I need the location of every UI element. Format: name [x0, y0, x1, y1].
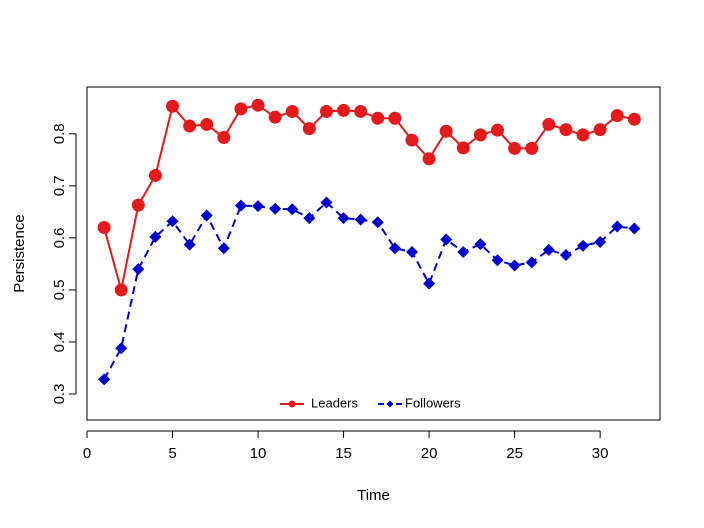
series-followers-point [303, 212, 316, 225]
x-tick-label: 20 [421, 445, 438, 462]
series-followers-point [115, 342, 128, 355]
series-leaders-point [491, 123, 505, 137]
series-leaders [97, 98, 641, 297]
series-followers-point [388, 242, 401, 255]
series-leaders-point [131, 198, 145, 212]
series-followers-point [491, 254, 504, 267]
series-followers-line [103, 201, 635, 380]
series-leaders-point [456, 141, 470, 155]
series-leaders-point [302, 122, 316, 136]
series-followers-point [200, 209, 213, 222]
x-tick-label: 25 [506, 445, 523, 462]
series-followers-point [508, 259, 521, 272]
plot-frame [86, 86, 661, 421]
series-leaders-point [525, 141, 539, 155]
x-axis-label: Time [357, 487, 390, 504]
series-followers-point [542, 243, 555, 256]
series-followers-point [217, 242, 230, 255]
y-tick-label: 0.6 [51, 227, 68, 248]
x-tick-label: 30 [592, 445, 609, 462]
series-leaders-point [354, 104, 368, 118]
y-tick-label: 0.3 [51, 384, 68, 405]
series-followers-point [405, 245, 418, 258]
y-tick-label: 0.4 [51, 332, 68, 353]
series-leaders-line [103, 104, 635, 291]
legend-leaders-marker [288, 400, 296, 408]
series-leaders-point [268, 110, 282, 124]
series-leaders-point [388, 111, 402, 125]
series-leaders-point [542, 117, 556, 131]
legend-item-followers: Followers [378, 395, 461, 410]
series-followers-point [183, 238, 196, 251]
series-leaders-point [319, 104, 333, 118]
series-leaders-point [217, 130, 231, 144]
series-leaders-point [166, 99, 180, 113]
series-followers-point [559, 249, 572, 262]
series-leaders-point [183, 119, 197, 133]
legend-followers-label: Followers [405, 395, 461, 410]
series-followers-point [320, 196, 333, 209]
series-leaders-point [576, 128, 590, 142]
y-axis: 0.3 0.4 0.5 0.6 0.7 0.8 [51, 123, 77, 405]
legend: Leaders Followers [280, 395, 461, 410]
series-leaders-point [97, 220, 111, 234]
y-tick-label: 0.7 [51, 175, 68, 196]
series-leaders-point [610, 109, 624, 123]
series-leaders-point [337, 103, 351, 117]
legend-item-leaders: Leaders [280, 395, 358, 410]
series-leaders-point [285, 104, 299, 118]
y-axis-label: Persistence [11, 214, 28, 292]
series-leaders-point [148, 168, 162, 182]
series-followers-point [440, 233, 453, 246]
series-leaders-point [559, 123, 573, 137]
series-leaders-point [114, 283, 128, 297]
series-followers-point [234, 199, 247, 212]
series-leaders-point [627, 112, 641, 126]
series-followers-point [132, 263, 145, 276]
series-leaders-point [200, 117, 214, 131]
x-tick-label: 10 [250, 445, 267, 462]
series-followers-point [286, 203, 299, 216]
series-followers [98, 196, 641, 386]
series-followers-point [525, 256, 538, 269]
series-followers-point [457, 245, 470, 258]
series-followers-point [149, 230, 162, 243]
series-followers-point [577, 239, 590, 252]
x-tick-label: 5 [168, 445, 176, 462]
series-followers-point [269, 202, 282, 215]
series-followers-point [423, 277, 436, 290]
series-followers-point [611, 220, 624, 233]
series-followers-point [166, 215, 179, 228]
x-axis: 0 5 10 15 20 25 30 [83, 430, 609, 462]
series-layer [97, 98, 641, 386]
series-leaders-point [439, 124, 453, 138]
legend-followers-marker [386, 400, 394, 408]
series-leaders-point [405, 133, 419, 147]
series-followers-point [252, 200, 265, 213]
series-leaders-point [371, 111, 385, 125]
series-followers-point [371, 216, 384, 229]
series-followers-point [337, 212, 350, 225]
x-tick-label: 0 [83, 445, 91, 462]
legend-leaders-label: Leaders [311, 395, 358, 410]
series-leaders-point [593, 123, 607, 137]
series-followers-point [98, 373, 111, 386]
y-tick-label: 0.8 [51, 123, 68, 144]
series-followers-point [628, 222, 641, 235]
series-leaders-point [473, 128, 487, 142]
series-leaders-point [422, 152, 436, 166]
series-followers-point [474, 238, 487, 251]
series-followers-point [354, 213, 367, 226]
y-tick-label: 0.5 [51, 279, 68, 300]
series-leaders-point [508, 141, 522, 155]
series-leaders-point [234, 102, 248, 116]
series-leaders-point [251, 98, 265, 112]
x-tick-label: 15 [335, 445, 352, 462]
series-followers-point [594, 236, 607, 249]
